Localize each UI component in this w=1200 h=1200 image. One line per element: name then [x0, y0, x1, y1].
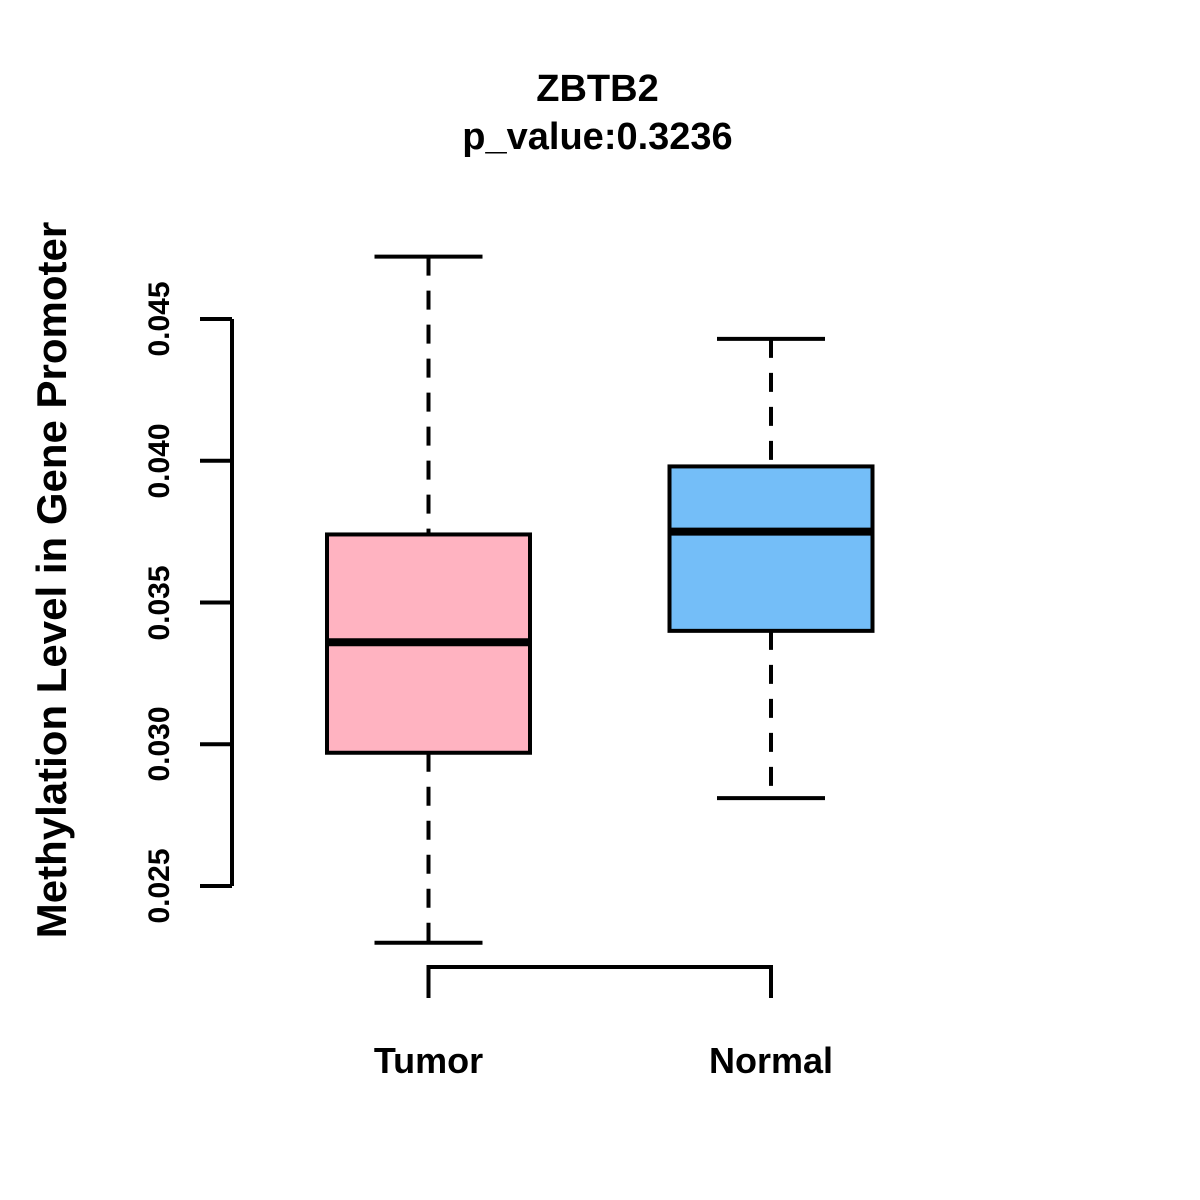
- y-tick-label-0030: 0.030: [143, 706, 176, 782]
- y-tick-label-0025: 0.025: [143, 848, 176, 924]
- x-category-label-tumor: Tumor: [373, 1040, 484, 1081]
- y-axis-label: Methylation Level in Gene Promoter: [28, 221, 75, 939]
- normal-iqr-box: [667, 464, 875, 633]
- y-tick-label-0045: 0.045: [143, 281, 176, 357]
- x-category-label-normal: Normal: [708, 1040, 834, 1081]
- x-axis-bracket: [426, 965, 773, 998]
- y-tick-label-0035: 0.035: [143, 564, 176, 641]
- y-tick-label-0040: 0.040: [143, 423, 176, 499]
- chart-subtitle: p_value:0.3236: [462, 116, 733, 158]
- chart-title: ZBTB2: [536, 68, 659, 110]
